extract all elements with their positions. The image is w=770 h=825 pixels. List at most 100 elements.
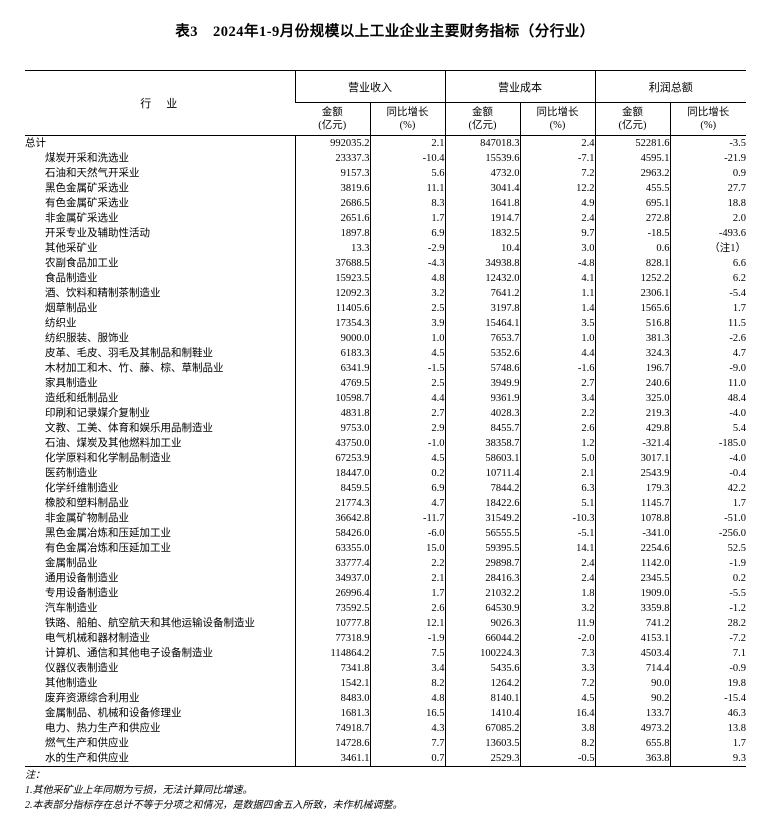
value-cell: 11.1 — [369, 181, 445, 196]
industry-cell: 农副食品加工业 — [45, 258, 119, 269]
value-cell: -7.1 — [519, 151, 595, 166]
table-row: 农副食品加工业 37688.5 -4.3 34938.8 -4.8 828.1 6.6 — [25, 256, 746, 271]
table-row: 医药制造业 18447.0 0.2 10711.4 2.1 2543.9 -0.4 — [25, 466, 746, 481]
industry-cell: 燃气生产和供应业 — [45, 738, 129, 749]
value-cell: 7.5 — [369, 646, 445, 661]
value-cell: 12.2 — [519, 181, 595, 196]
table-row: 仪器仪表制造业 7341.8 3.4 5435.6 3.3 714.4 -0.9 — [25, 661, 746, 676]
value-cell: 11.0 — [669, 376, 746, 391]
value-cell: 2.4 — [519, 571, 595, 586]
industry-column-header: 行 业 — [25, 70, 295, 136]
value-cell: 4.5 — [369, 451, 445, 466]
table-row: 黑色金属矿采选业 3819.6 11.1 3041.4 12.2 455.5 27.7 — [25, 181, 746, 196]
value-cell: 10598.7 — [294, 391, 370, 406]
value-cell: 2.1 — [369, 135, 445, 151]
sub-header-line: (%) — [399, 120, 416, 131]
value-cell: 9026.3 — [444, 616, 520, 631]
value-cell: 4.8 — [369, 271, 445, 286]
value-cell: 7341.8 — [294, 661, 370, 676]
value-cell: 42.2 — [669, 481, 746, 496]
value-cell: 2306.1 — [594, 286, 670, 301]
industry-cell: 非金属矿采选业 — [45, 213, 119, 224]
industry-cell: 非金属矿物制品业 — [45, 513, 129, 524]
value-cell: 58426.0 — [294, 526, 370, 541]
value-cell: 19.8 — [669, 676, 746, 691]
value-cell: 27.7 — [669, 181, 746, 196]
value-cell: -341.0 — [594, 526, 670, 541]
value-cell: 34938.8 — [444, 256, 520, 271]
value-cell: 1.1 — [519, 286, 595, 301]
value-cell: -2.0 — [519, 631, 595, 646]
financial-indicators-table: 行 业 营业收入 营业成本 利润总额 金额 (亿元) 同比增长 (%) 金 — [25, 70, 746, 767]
value-cell: 26996.4 — [294, 586, 370, 601]
value-cell: 4.5 — [519, 691, 595, 706]
table-row: 非金属矿物制品业 36642.8 -11.7 31549.2 -10.3 1078.8 -5… — [25, 511, 746, 526]
value-cell: 1252.2 — [594, 271, 670, 286]
value-cell: -10.3 — [519, 511, 595, 526]
value-cell: 2.5 — [369, 376, 445, 391]
value-cell: 828.1 — [594, 256, 670, 271]
value-cell: 21032.2 — [444, 586, 520, 601]
value-cell: 3.2 — [519, 601, 595, 616]
value-cell: 17354.3 — [294, 316, 370, 331]
value-cell: 2.1 — [519, 466, 595, 481]
value-cell: 7641.2 — [444, 286, 520, 301]
value-cell: 18422.6 — [444, 496, 520, 511]
value-cell: -5.5 — [669, 586, 746, 601]
value-cell: 381.3 — [594, 331, 670, 346]
value-cell: -21.9 — [669, 151, 746, 166]
value-cell: 1145.7 — [594, 496, 670, 511]
table-row: 文教、工美、体育和娱乐用品制造业 9753.0 2.9 8455.7 2.6 429.8 5… — [25, 421, 746, 436]
value-cell: 6.9 — [369, 481, 445, 496]
value-cell: 4.8 — [369, 691, 445, 706]
value-cell: 4.1 — [519, 271, 595, 286]
value-cell: 9157.3 — [294, 166, 370, 181]
value-cell: 0.9 — [669, 166, 746, 181]
value-cell: 15923.5 — [294, 271, 370, 286]
sub-header-cost-amount: 金额 (亿元) — [444, 102, 520, 136]
value-cell: 8140.1 — [444, 691, 520, 706]
value-cell: 3949.9 — [444, 376, 520, 391]
sub-header-line: (%) — [700, 120, 717, 131]
value-cell: -0.4 — [669, 466, 746, 481]
value-cell: -2.6 — [669, 331, 746, 346]
value-cell: 12092.3 — [294, 286, 370, 301]
value-cell: 2.4 — [519, 135, 595, 151]
value-cell: 3461.1 — [294, 751, 370, 767]
value-cell: -6.0 — [369, 526, 445, 541]
value-cell: 429.8 — [594, 421, 670, 436]
value-cell: 2651.6 — [294, 211, 370, 226]
sub-header-line: 金额 — [321, 107, 343, 118]
value-cell: 6.2 — [669, 271, 746, 286]
value-cell: 3017.1 — [594, 451, 670, 466]
sub-header-revenue-growth: 同比增长 (%) — [369, 102, 445, 136]
table-body: 总计 992035.2 2.1 847018.3 2.4 52281.6 -3.5 煤炭开采和… — [25, 135, 746, 767]
sub-header-line: 同比增长 — [536, 107, 579, 118]
value-cell: 2686.5 — [294, 196, 370, 211]
value-cell: 52281.6 — [594, 135, 670, 151]
value-cell: 8.3 — [369, 196, 445, 211]
value-cell: 4153.1 — [594, 631, 670, 646]
value-cell: 1565.6 — [594, 301, 670, 316]
industry-cell: 酒、饮料和精制茶制造业 — [45, 288, 161, 299]
value-cell: 1.7 — [669, 736, 746, 751]
value-cell: 14728.6 — [294, 736, 370, 751]
value-cell: 240.6 — [594, 376, 670, 391]
value-cell: -5.4 — [669, 286, 746, 301]
table-row: 开采专业及辅助性活动 1897.8 6.9 1832.5 9.7 -18.5 -493.6 — [25, 226, 746, 241]
value-cell: 67253.9 — [294, 451, 370, 466]
value-cell: 1264.2 — [444, 676, 520, 691]
value-cell: 4.4 — [369, 391, 445, 406]
value-cell: 324.3 — [594, 346, 670, 361]
value-cell: 2.4 — [519, 556, 595, 571]
industry-cell: 文教、工美、体育和娱乐用品制造业 — [45, 423, 213, 434]
industry-cell: 通用设备制造业 — [45, 573, 119, 584]
industry-cell: 石油、煤炭及其他燃料加工业 — [45, 438, 182, 449]
industry-cell: 煤炭开采和洗选业 — [45, 153, 129, 164]
value-cell: 2.2 — [369, 556, 445, 571]
table-row: 煤炭开采和洗选业 23337.3 -10.4 15539.6 -7.1 4595.1 -21… — [25, 151, 746, 166]
sub-header-line: (亿元) — [618, 120, 647, 131]
industry-cell: 金属制品业 — [45, 558, 98, 569]
value-cell: 4.4 — [519, 346, 595, 361]
value-cell: 59395.5 — [444, 541, 520, 556]
